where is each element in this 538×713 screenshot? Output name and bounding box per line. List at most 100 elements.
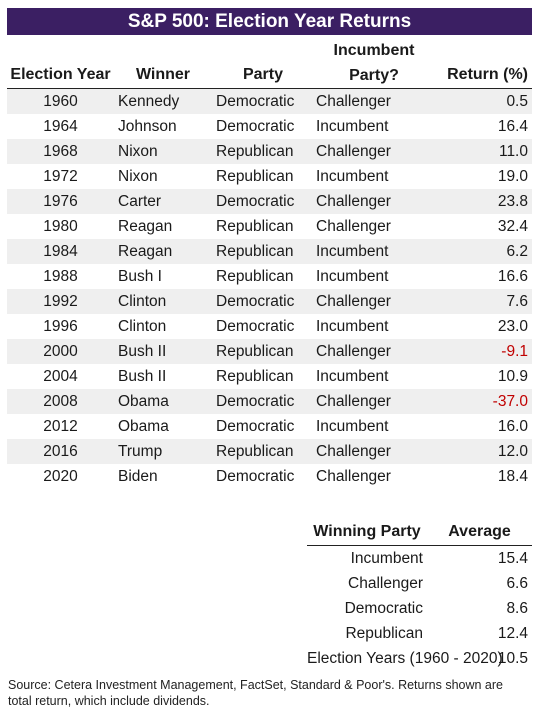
table-row: 2020 Biden Democratic Challenger 18.4 xyxy=(7,464,532,489)
table-row: 1980 Reagan Republican Challenger 32.4 xyxy=(7,214,532,239)
cell-incumbent: Challenger xyxy=(316,142,391,160)
cell-return: 7.6 xyxy=(506,292,528,310)
average-header-row: Winning Party Average xyxy=(307,519,532,546)
table-row: 1960 Kennedy Democratic Challenger 0.5 xyxy=(7,88,532,114)
cell-return: 16.4 xyxy=(497,117,528,135)
cell-party: Democratic xyxy=(216,392,295,410)
header-incumbent-line2: Party? xyxy=(349,66,399,84)
cell-party: Republican xyxy=(216,242,294,260)
average-row: Democratic 8.6 xyxy=(307,596,532,621)
table-header-row: Election Year Winner Party Incumbent Par… xyxy=(7,36,532,89)
cell-winner: Obama xyxy=(118,417,169,435)
cell-year: 1980 xyxy=(43,217,78,235)
title-bar: S&P 500: Election Year Returns xyxy=(7,8,532,35)
cell-party: Republican xyxy=(216,217,294,235)
table-row: 2012 Obama Democratic Incumbent 16.0 xyxy=(7,414,532,439)
cell-incumbent: Challenger xyxy=(316,392,391,410)
average-value: 6.6 xyxy=(506,575,528,592)
cell-winner: Bush I xyxy=(118,267,162,285)
table-row: 2016 Trump Republican Challenger 12.0 xyxy=(7,438,532,464)
cell-incumbent: Challenger xyxy=(316,342,391,360)
cell-return: 32.4 xyxy=(497,217,528,235)
cell-winner: Nixon xyxy=(118,167,158,185)
header-winner: Winner xyxy=(114,36,212,89)
cell-party: Republican xyxy=(216,367,294,385)
election-returns-table: Election Year Winner Party Incumbent Par… xyxy=(7,36,532,489)
table-row: 1972 Nixon Republican Incumbent 19.0 xyxy=(7,164,532,189)
cell-year: 1984 xyxy=(43,242,78,260)
average-label: Challenger xyxy=(348,575,423,592)
table-row: 2000 Bush II Republican Challenger -9.1 xyxy=(7,338,532,364)
cell-return: 12.0 xyxy=(497,442,528,460)
table-row: 2008 Obama Democratic Challenger -37.0 xyxy=(7,388,532,414)
average-body: Incumbent 15.4 Challenger 6.6 Democratic 8.6 R… xyxy=(307,546,532,672)
table-row: 1984 Reagan Republican Incumbent 6.2 xyxy=(7,238,532,264)
cell-year: 1976 xyxy=(43,192,78,210)
cell-party: Democratic xyxy=(216,92,295,110)
cell-party: Democratic xyxy=(216,417,295,435)
cell-year: 1968 xyxy=(43,142,78,160)
cell-winner: Clinton xyxy=(118,292,167,310)
cell-party: Democratic xyxy=(216,467,295,485)
average-row: Republican 12.4 xyxy=(307,621,532,646)
table-row: 1976 Carter Democratic Challenger 23.8 xyxy=(7,188,532,214)
cell-incumbent: Challenger xyxy=(316,92,391,110)
header-return: Return (%) xyxy=(434,36,532,89)
cell-return: 23.8 xyxy=(497,192,528,210)
cell-return: -9.1 xyxy=(501,342,528,360)
average-row: Incumbent 15.4 xyxy=(307,546,532,572)
cell-party: Democratic xyxy=(216,317,295,335)
cell-incumbent: Incumbent xyxy=(316,317,389,335)
cell-winner: Carter xyxy=(118,192,162,210)
election-returns-body: 1960 Kennedy Democratic Challenger 0.5 1964 Jo… xyxy=(7,88,532,489)
cell-party: Republican xyxy=(216,442,294,460)
cell-party: Republican xyxy=(216,267,294,285)
cell-year: 1996 xyxy=(43,317,78,335)
cell-winner: Bush II xyxy=(118,342,167,360)
cell-incumbent: Incumbent xyxy=(316,267,389,285)
cell-winner: Bush II xyxy=(118,367,167,385)
cell-incumbent: Challenger xyxy=(316,467,391,485)
cell-incumbent: Incumbent xyxy=(316,242,389,260)
cell-winner: Johnson xyxy=(118,117,177,135)
cell-incumbent: Challenger xyxy=(316,192,391,210)
cell-year: 1964 xyxy=(43,117,78,135)
average-label: Democratic xyxy=(344,600,423,617)
cell-winner: Reagan xyxy=(118,217,173,235)
header-party: Party xyxy=(212,36,314,89)
average-value: 8.6 xyxy=(506,600,528,617)
average-label: Election Years (1960 - 2020) xyxy=(307,650,503,667)
cell-year: 1988 xyxy=(43,267,78,285)
average-table: Winning Party Average Incumbent 15.4 Chall… xyxy=(307,519,532,671)
header-incumbent-line1: Incumbent xyxy=(333,41,415,59)
cell-party: Republican xyxy=(216,342,294,360)
table-row: 1968 Nixon Republican Challenger 11.0 xyxy=(7,138,532,164)
cell-winner: Biden xyxy=(118,467,158,485)
cell-incumbent: Challenger xyxy=(316,292,391,310)
cell-return: 11.0 xyxy=(498,142,528,160)
cell-year: 2012 xyxy=(43,417,78,435)
cell-return: 16.0 xyxy=(497,417,528,435)
cell-winner: Kennedy xyxy=(118,92,180,110)
average-label: Incumbent xyxy=(350,550,423,567)
table-row: 1988 Bush I Republican Incumbent 16.6 xyxy=(7,264,532,289)
table-row: 1996 Clinton Democratic Incumbent 23.0 xyxy=(7,314,532,339)
cell-return: 23.0 xyxy=(497,317,528,335)
cell-party: Republican xyxy=(216,167,294,185)
cell-incumbent: Incumbent xyxy=(316,117,389,135)
table-row: 1964 Johnson Democratic Incumbent 16.4 xyxy=(7,114,532,139)
cell-party: Republican xyxy=(216,142,294,160)
cell-year: 2008 xyxy=(43,392,78,410)
cell-incumbent: Incumbent xyxy=(316,167,389,185)
page-title: S&P 500: Election Year Returns xyxy=(127,10,412,32)
cell-incumbent: Challenger xyxy=(316,217,391,235)
average-value: 12.4 xyxy=(497,625,528,642)
cell-year: 2000 xyxy=(43,342,78,360)
header-average: Average xyxy=(427,519,532,546)
cell-return: -37.0 xyxy=(492,392,528,410)
cell-party: Democratic xyxy=(216,117,295,135)
cell-winner: Nixon xyxy=(118,142,158,160)
cell-winner: Trump xyxy=(118,442,163,460)
cell-return: 16.6 xyxy=(497,267,528,285)
cell-return: 10.9 xyxy=(497,367,528,385)
